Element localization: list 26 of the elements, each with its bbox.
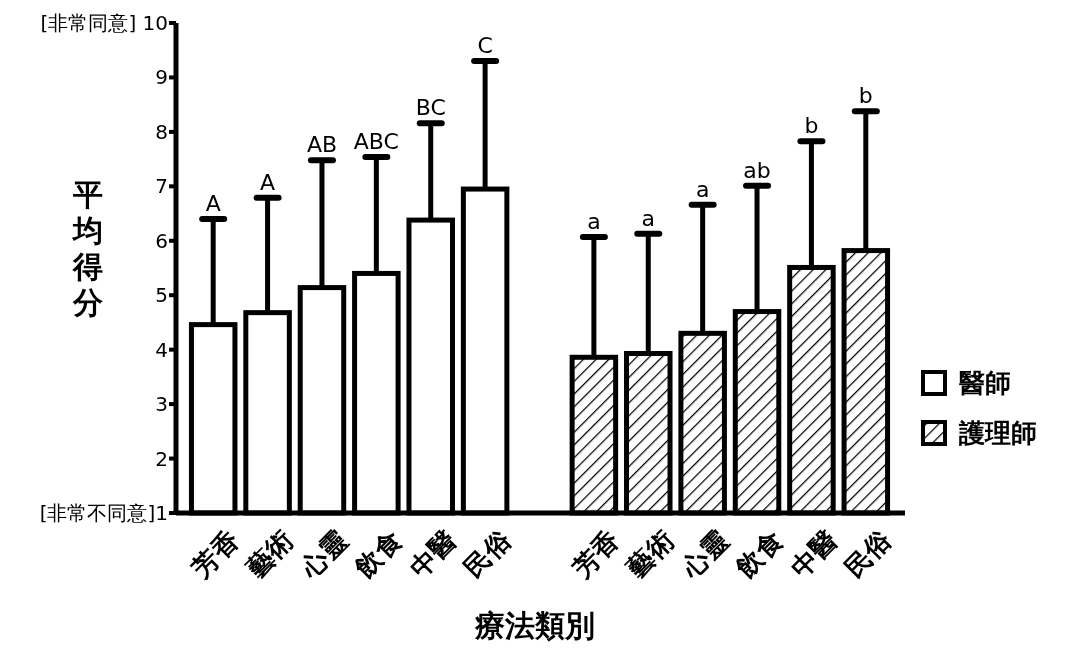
annotation: A: [260, 169, 276, 195]
y-tick-label: 2: [155, 446, 168, 471]
annotation: b: [858, 83, 873, 109]
annotation: a: [587, 208, 601, 234]
annotation: a: [641, 205, 656, 231]
y-tick-label: 8: [155, 119, 168, 144]
y-tick-label: 7: [155, 174, 168, 199]
y-tick-label: 9: [155, 65, 168, 90]
y-tick-label: [非常同意] 10: [40, 11, 168, 35]
annotation: a: [695, 176, 710, 202]
legend-label: 護理師: [958, 418, 1037, 449]
annotation: C: [477, 33, 493, 59]
legend-label: 醫師: [959, 368, 1011, 399]
annotation: AB: [306, 132, 338, 158]
annotation: ABC: [353, 128, 399, 154]
annotation: b: [804, 113, 819, 139]
y-tick-label: 5: [155, 283, 168, 308]
x-axis-title: 療法類別: [473, 608, 595, 643]
y-tick-label: 4: [155, 337, 168, 362]
annotation: BC: [415, 95, 446, 121]
annotation: ab: [743, 157, 771, 183]
y-tick-label: 6: [155, 228, 168, 253]
y-tick-label: [非常不同意]1: [39, 501, 168, 525]
y-tick-label: 3: [155, 392, 168, 417]
y-axis-title: 平均得分: [71, 177, 103, 320]
annotation: A: [205, 191, 221, 216]
